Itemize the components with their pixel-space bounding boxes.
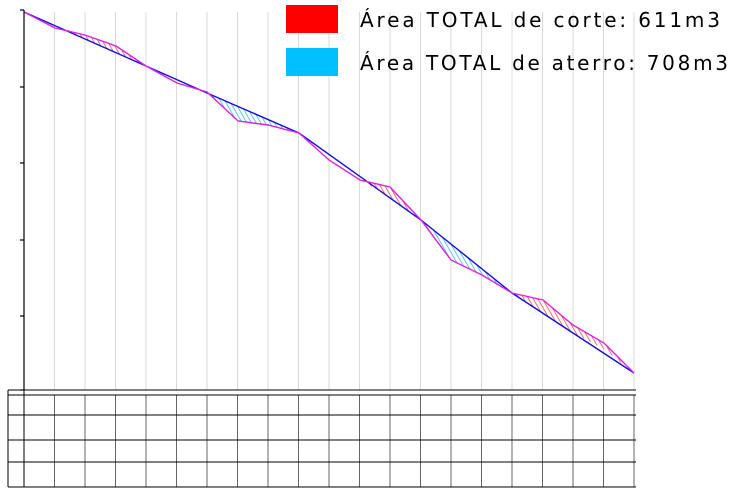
legend-label: Área TOTAL de corte: 611m3 [360,8,720,32]
terrain-line [23,11,635,374]
legend-swatch [286,5,338,33]
legend: Área TOTAL de corte: 611m3 Área TOTAL de… [286,5,728,76]
legend-label: Área TOTAL de aterro: 708m3 [360,51,728,75]
cut-fill-areas [55,26,634,373]
left-axis [20,9,25,391]
station-table [7,389,636,488]
legend-swatch [286,48,338,76]
